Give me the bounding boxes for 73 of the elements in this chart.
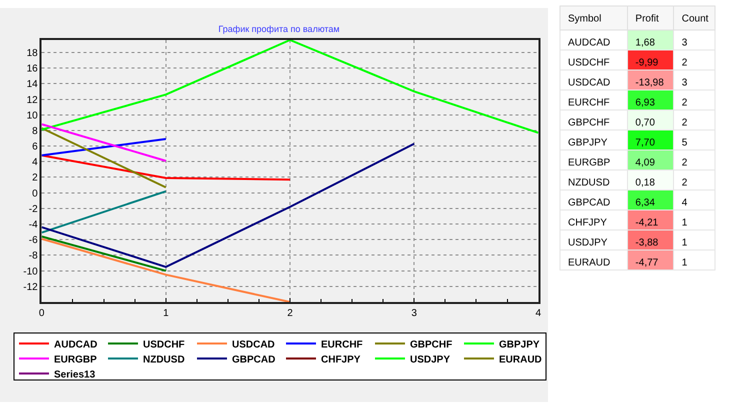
legend-label: GBPJPY: [499, 339, 540, 350]
legend-label: GBPCAD: [232, 354, 276, 366]
chart-title: График профита по валютам: [218, 24, 340, 34]
y-tick-label: -10: [23, 266, 38, 278]
x-tick-label: 3: [411, 308, 418, 319]
y-tick-label: 12: [26, 94, 38, 106]
y-tick-label: 10: [26, 110, 38, 122]
data-label: -4,77: [635, 258, 659, 268]
legend-label: EURCHF: [321, 339, 363, 350]
text: Symbol: [568, 14, 602, 24]
data-label: 1: [682, 238, 688, 248]
data-label: 1,68: [635, 38, 656, 48]
data-label: 3: [682, 78, 688, 88]
x-tick-label: 4: [536, 308, 542, 319]
data-label: 1: [682, 258, 688, 268]
legend-label: USDCHF: [143, 339, 185, 350]
category-label: EURCHF: [568, 98, 610, 108]
y-tick-label: 18: [26, 48, 38, 59]
y-tick-label: -12: [23, 282, 38, 293]
category-label: EURGBP: [568, 158, 611, 168]
category-label: NZDUSD: [568, 178, 610, 188]
legend-label: NZDUSD: [143, 354, 185, 366]
category-label: GBPJPY: [568, 138, 608, 148]
legend-label: CHFJPY: [321, 354, 361, 366]
category-label: CHFJPY: [568, 218, 608, 228]
category-label: GBPCAD: [568, 198, 610, 208]
category-label: AUDCAD: [568, 38, 610, 48]
series-label: Profit: [635, 14, 659, 24]
data-label: 6,93: [635, 98, 656, 108]
data-label: 2: [682, 98, 688, 108]
category-label: USDCHF: [568, 58, 610, 68]
data-label: 0,70: [635, 118, 656, 128]
y-tick-label: -4: [28, 220, 38, 231]
y-tick-label: 8: [32, 126, 38, 137]
x-tick-label: 2: [287, 308, 294, 319]
data-label: 2: [682, 118, 688, 128]
legend-label: AUDCAD: [54, 339, 98, 350]
data-label: 7,70: [635, 138, 656, 148]
data-label: -4,21: [635, 218, 659, 228]
y-tick-label: 6: [32, 142, 38, 153]
legend-label: Series13: [54, 369, 96, 380]
legend-label: GBPCHF: [410, 339, 452, 350]
category-label: GBPCHF: [568, 118, 610, 128]
data-label: 0,18: [635, 178, 656, 188]
y-tick-label: 0: [32, 188, 38, 200]
category-label: USDCAD: [568, 78, 610, 88]
data-label: 2: [682, 158, 688, 168]
data-label: 2: [682, 178, 688, 188]
legend-label: EURGBP: [54, 354, 98, 366]
y-tick-label: 16: [26, 64, 38, 75]
data-label: 6,34: [635, 198, 656, 208]
data-label: -3,88: [635, 238, 659, 248]
data-label: -9,99: [635, 58, 659, 68]
legend-label: Count: [682, 14, 709, 24]
y-tick-label: -8: [28, 250, 38, 262]
data-label: 2: [682, 58, 688, 68]
y-tick-label: 2: [32, 172, 38, 184]
y-tick-label: 14: [26, 79, 38, 90]
data-label: -13,98: [635, 78, 664, 88]
legend-label: USDJPY: [410, 354, 450, 366]
category-label: EURAUD: [568, 258, 610, 268]
legend-label: USDCAD: [232, 339, 275, 350]
data-label: 3: [682, 38, 688, 48]
y-tick-label: -2: [28, 204, 38, 215]
y-tick-label: 4: [32, 157, 38, 168]
legend-label: EURAUD: [499, 354, 542, 366]
data-label: 4: [682, 198, 688, 208]
category-label: USDJPY: [568, 238, 608, 248]
data-label: 1: [682, 218, 688, 228]
data-label: 5: [682, 138, 688, 148]
data-label: 4,09: [635, 158, 656, 168]
x-tick-label: 1: [163, 308, 170, 319]
y-tick-label: -6: [28, 235, 38, 246]
